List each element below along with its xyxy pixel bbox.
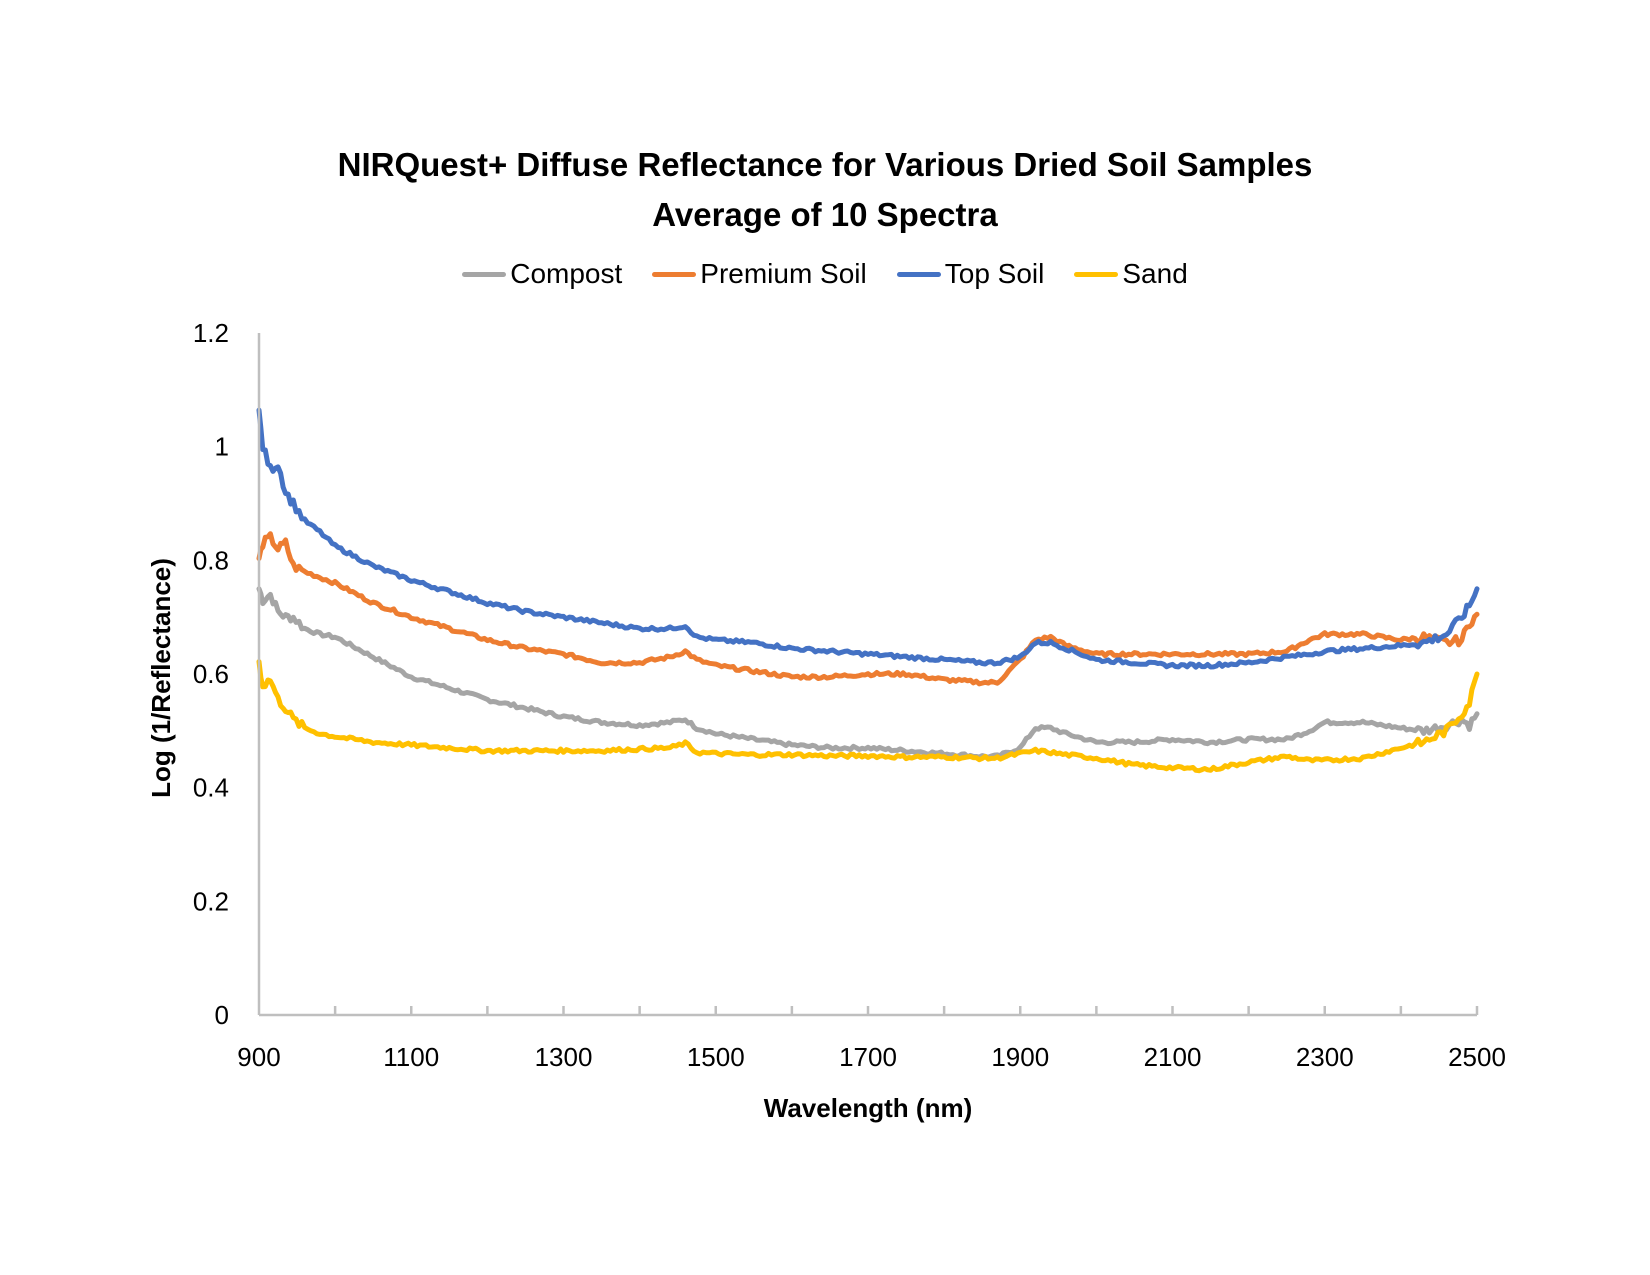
chart-title-main: NIRQuest+ Diffuse Reflectance for Variou… [337,146,1313,183]
x-tick-label: 1100 [383,1042,439,1072]
legend-label-compost: Compost [510,258,623,289]
chart-subtitle: Average of 10 Spectra [652,196,998,233]
legend-item-top-soil: Top Soil [896,258,1045,290]
series-line-compost [256,586,1480,760]
x-tick-label: 1500 [687,1042,745,1072]
legend-item-compost: Compost [462,258,622,290]
legend-swatch-compost [462,271,507,277]
y-axis-title: Log (1/Reflectance) [146,558,176,798]
x-tick-label: 2100 [1144,1042,1202,1072]
x-tick-label: 1700 [839,1042,897,1072]
y-tick-label: 0.6 [193,659,229,689]
y-tick-label: 0 [215,1000,229,1030]
legend-swatch-premium-soil [652,271,697,277]
y-tick-label: 1.2 [193,318,229,348]
legend-item-premium-soil: Premium Soil [652,258,867,290]
legend: Compost Premium Soil Top Soil Sand [0,258,1650,290]
y-tick-label: 0.8 [193,545,229,575]
series-line-sand [256,659,1480,774]
axis-layer [257,333,1479,1017]
series-line-premium-soil [256,531,1480,687]
x-axis-title: Wavelength (nm) [764,1093,972,1123]
label-layer: 900 1100 1300 1500 1700 1900 2100 2300 2500 0 0.2 0… [193,318,1506,1072]
x-tick-label: 900 [237,1042,280,1072]
y-tick-label: 0.2 [193,886,229,916]
legend-swatch-top-soil [896,271,941,277]
legend-item-sand: Sand [1074,258,1188,290]
series-layer [256,407,1480,774]
series-line-top-soil [256,407,1480,670]
legend-label-top-soil: Top Soil [944,258,1045,289]
legend-label-sand: Sand [1122,258,1188,289]
y-tick-label: 0.4 [193,773,229,803]
chart-title: NIRQuest+ Diffuse Reflectance for Variou… [0,140,1650,240]
x-tick-label: 1900 [991,1042,1049,1072]
x-tick-label: 2500 [1448,1042,1506,1072]
x-tick-label: 2300 [1296,1042,1354,1072]
x-tick-label: 1300 [535,1042,593,1072]
legend-swatch-sand [1074,271,1119,277]
y-tick-label: 1 [215,432,229,462]
legend-label-premium-soil: Premium Soil [700,258,867,289]
